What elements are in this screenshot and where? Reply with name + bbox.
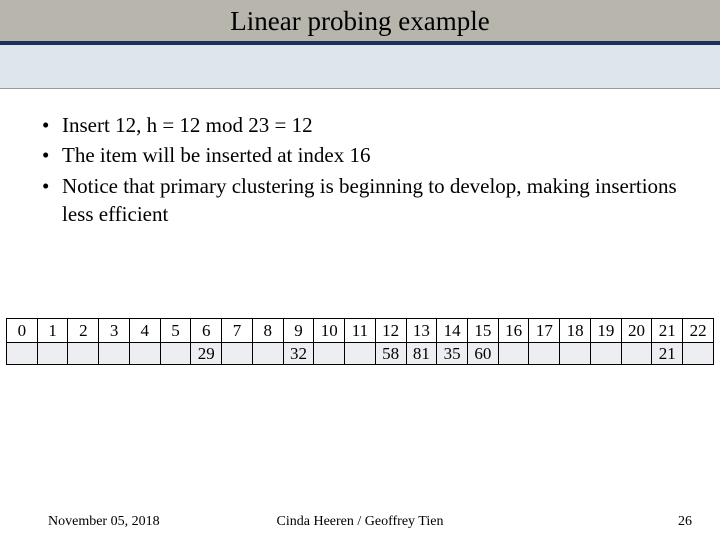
index-cell: 0	[7, 319, 38, 343]
value-cell	[590, 343, 621, 365]
slide-content: Insert 12, h = 12 mod 23 = 12 The item w…	[0, 89, 720, 228]
index-cell: 10	[314, 319, 345, 343]
slide-header: Linear probing example	[0, 0, 720, 45]
value-cell	[498, 343, 529, 365]
index-cell: 3	[99, 319, 130, 343]
value-cell	[560, 343, 591, 365]
value-cell	[529, 343, 560, 365]
value-cell	[314, 343, 345, 365]
value-cell	[68, 343, 99, 365]
value-cell	[160, 343, 191, 365]
value-cell	[37, 343, 68, 365]
index-cell: 2	[68, 319, 99, 343]
index-cell: 5	[160, 319, 191, 343]
index-row: 012345678910111213141516171819202122	[7, 319, 714, 343]
value-cell	[99, 343, 130, 365]
value-cell	[621, 343, 652, 365]
bullet-item: The item will be inserted at index 16	[36, 141, 684, 169]
value-row: 29 32 58813560 21	[7, 343, 714, 365]
footer-page: 26	[678, 514, 692, 530]
index-cell: 21	[652, 319, 683, 343]
bullet-item: Insert 12, h = 12 mod 23 = 12	[36, 111, 684, 139]
index-cell: 4	[129, 319, 160, 343]
value-cell: 29	[191, 343, 222, 365]
value-cell	[222, 343, 253, 365]
bullet-list: Insert 12, h = 12 mod 23 = 12 The item w…	[36, 111, 684, 228]
index-cell: 15	[468, 319, 499, 343]
value-cell	[7, 343, 38, 365]
slide-footer: November 05, 2018 Cinda Heeren / Geoffre…	[0, 514, 720, 530]
value-cell	[683, 343, 714, 365]
index-cell: 11	[345, 319, 376, 343]
index-cell: 17	[529, 319, 560, 343]
index-cell: 16	[498, 319, 529, 343]
footer-date: November 05, 2018	[48, 514, 160, 530]
index-cell: 22	[683, 319, 714, 343]
index-cell: 1	[37, 319, 68, 343]
index-cell: 14	[437, 319, 468, 343]
value-cell	[252, 343, 283, 365]
index-cell: 12	[375, 319, 406, 343]
index-cell: 6	[191, 319, 222, 343]
hash-table: 012345678910111213141516171819202122 293…	[6, 318, 714, 365]
index-cell: 7	[222, 319, 253, 343]
value-cell: 58	[375, 343, 406, 365]
value-cell: 21	[652, 343, 683, 365]
index-cell: 8	[252, 319, 283, 343]
value-cell: 60	[468, 343, 499, 365]
index-cell: 20	[621, 319, 652, 343]
index-cell: 18	[560, 319, 591, 343]
index-cell: 9	[283, 319, 314, 343]
subheader-band	[0, 45, 720, 89]
value-cell	[345, 343, 376, 365]
hash-table-container: 012345678910111213141516171819202122 293…	[6, 318, 714, 365]
bullet-item: Notice that primary clustering is beginn…	[36, 172, 684, 229]
value-cell	[129, 343, 160, 365]
value-cell: 35	[437, 343, 468, 365]
slide-title: Linear probing example	[0, 6, 720, 37]
value-cell: 81	[406, 343, 437, 365]
value-cell: 32	[283, 343, 314, 365]
index-cell: 19	[590, 319, 621, 343]
footer-authors: Cinda Heeren / Geoffrey Tien	[277, 514, 444, 530]
index-cell: 13	[406, 319, 437, 343]
